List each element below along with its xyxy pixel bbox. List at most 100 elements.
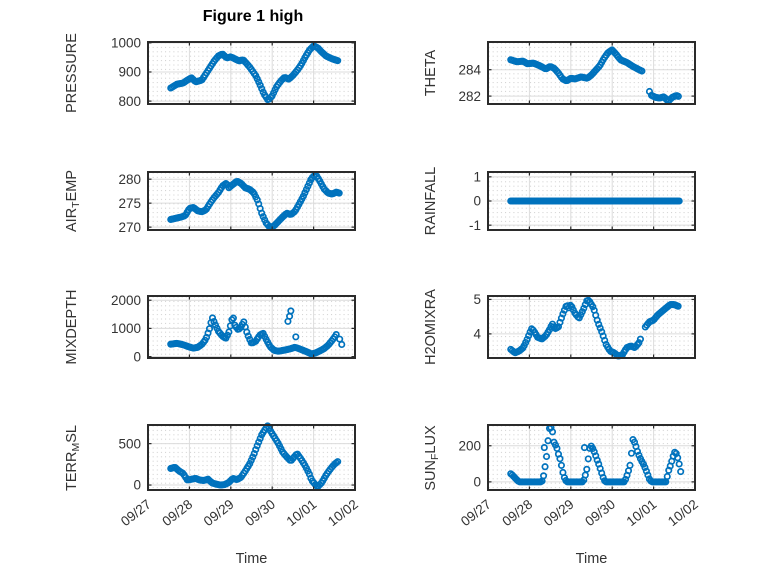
- y-axis-label-PRESSURE: PRESSURE: [64, 33, 80, 113]
- axis-box: [487, 41, 696, 105]
- y-label-text: SL: [64, 424, 80, 443]
- y-label-text: MIXDEPTH: [64, 289, 80, 365]
- y-tick-labels: 270 275 280: [118, 172, 141, 235]
- y-tick-labels: 800 900 1000: [111, 36, 141, 109]
- x-tick-labels: 09/27 09/28 09/29 09/30 10/01 10/02: [118, 497, 361, 530]
- axis-box: [147, 41, 356, 105]
- subplot-sun-flux: 0 200 09/27 09/28 09/29 09/30 10/01 10/02: [458, 423, 701, 529]
- svg-text:0: 0: [473, 194, 481, 209]
- svg-text:1: 1: [473, 170, 481, 185]
- svg-text:10/02: 10/02: [665, 497, 701, 530]
- axis-ticks: [487, 172, 696, 230]
- plot-THETA: 282 284: [458, 41, 696, 105]
- plot-PRESSURE: 800 900 1000: [111, 36, 356, 109]
- axis-box: [147, 171, 356, 231]
- data-markers: [167, 422, 342, 490]
- x-axis-label-left: Time: [235, 551, 268, 567]
- svg-text:09/29: 09/29: [201, 497, 237, 530]
- y-label-text: EMP: [64, 169, 80, 202]
- data-markers: [167, 42, 342, 104]
- data-markers: [507, 46, 682, 105]
- svg-text:09/29: 09/29: [541, 497, 577, 530]
- svg-text:10/01: 10/01: [624, 497, 660, 530]
- subplot-terr-msl: 0 500 09/27 09/28 09/29 09/30 10/01 10/02: [118, 422, 361, 529]
- y-tick-labels: 0 1000 2000: [111, 293, 141, 364]
- plot-RAINFALL: -1 0 1: [469, 170, 696, 233]
- subplot-air-temp: 270 275 280: [118, 171, 356, 235]
- svg-text:10/01: 10/01: [284, 497, 320, 530]
- svg-text:284: 284: [458, 62, 481, 77]
- data-markers: [507, 296, 682, 360]
- y-label-subscript: M: [70, 442, 82, 452]
- svg-text:09/28: 09/28: [499, 497, 535, 530]
- svg-text:4: 4: [473, 327, 481, 342]
- data-markers: [167, 307, 346, 358]
- svg-text:09/30: 09/30: [582, 497, 618, 530]
- svg-text:10/02: 10/02: [325, 497, 361, 530]
- major-grid: [148, 296, 355, 358]
- axis-ticks: [487, 425, 696, 490]
- y-axis-label-SUN_FLUX: SUNFLUX: [423, 424, 441, 491]
- subplot-mixdepth: 0 1000 2000: [111, 293, 356, 364]
- plot-AIR_TEMP: 270 275 280: [118, 171, 356, 235]
- y-tick-labels: 0 500: [118, 436, 141, 492]
- y-label-text: AIR: [64, 207, 80, 233]
- y-label-text: H2OMIXRA: [423, 289, 439, 365]
- axis-ticks: [147, 172, 356, 230]
- data-markers: [167, 171, 343, 231]
- svg-text:5: 5: [473, 292, 481, 307]
- y-tick-labels: 45: [473, 292, 481, 341]
- y-label-text: THETA: [423, 49, 439, 97]
- data-markers: [507, 197, 683, 205]
- y-tick-labels: 282 284: [458, 62, 481, 103]
- svg-text:900: 900: [118, 65, 141, 80]
- data-markers: [507, 423, 685, 486]
- y-label-subscript: T: [70, 201, 82, 208]
- axis-ticks: [147, 425, 356, 490]
- subplot-rainfall: -1 0 1: [469, 170, 696, 233]
- svg-text:09/27: 09/27: [458, 497, 494, 530]
- y-axis-label-THETA: THETA: [423, 50, 439, 96]
- svg-text:500: 500: [118, 436, 141, 451]
- y-axis-label-TERR_MSL: TERRMSL: [64, 424, 82, 491]
- svg-text:09/27: 09/27: [118, 497, 154, 530]
- plot-TERR_MSL: 0 500 09/27 09/28 09/29 09/30 10/01 10/02: [118, 422, 361, 529]
- svg-text:-1: -1: [469, 218, 481, 233]
- svg-text:200: 200: [458, 438, 481, 453]
- svg-text:0: 0: [133, 349, 141, 364]
- svg-text:1000: 1000: [111, 36, 141, 51]
- svg-text:1000: 1000: [111, 321, 141, 336]
- y-label-text: LUX: [423, 424, 439, 454]
- x-axis-label-right: Time: [575, 551, 608, 567]
- y-axis-label-RAINFALL: RAINFALL: [423, 167, 439, 236]
- plot-MIXDEPTH: 0 1000 2000: [111, 293, 356, 364]
- axis-ticks: [487, 296, 696, 358]
- svg-text:0: 0: [473, 475, 481, 490]
- major-grid: [488, 42, 695, 104]
- svg-text:09/30: 09/30: [242, 497, 278, 530]
- axis-box: [147, 295, 356, 359]
- x-tick-labels: 09/27 09/28 09/29 09/30 10/01 10/02: [458, 497, 701, 530]
- plot-SUN_FLUX: 0 200 09/27 09/28 09/29 09/30 10/01 10/02: [458, 423, 701, 529]
- y-axis-label-H2OMIXRA: H2OMIXRA: [423, 289, 439, 365]
- subplot-pressure: 800 900 1000: [111, 36, 356, 109]
- svg-text:0: 0: [133, 478, 141, 493]
- plot-H2OMIXRA: 45: [473, 292, 696, 360]
- axis-ticks: [147, 296, 356, 358]
- svg-text:09/28: 09/28: [159, 497, 195, 530]
- axis-box: [487, 295, 696, 359]
- y-tick-labels: -1 0 1: [469, 170, 481, 233]
- y-axis-label-AIR_TEMP: AIRTEMP: [64, 169, 82, 233]
- svg-text:280: 280: [118, 172, 141, 187]
- y-label-text: PRESSURE: [64, 33, 80, 113]
- svg-text:275: 275: [118, 196, 141, 211]
- y-label-text: RAINFALL: [423, 166, 439, 236]
- svg-text:282: 282: [458, 89, 481, 104]
- axis-box: [487, 424, 696, 491]
- y-label-text: SUN: [423, 459, 439, 491]
- axis-box: [147, 424, 356, 491]
- y-label-text: TERR: [64, 451, 80, 491]
- y-axis-label-MIXDEPTH: MIXDEPTH: [64, 290, 80, 365]
